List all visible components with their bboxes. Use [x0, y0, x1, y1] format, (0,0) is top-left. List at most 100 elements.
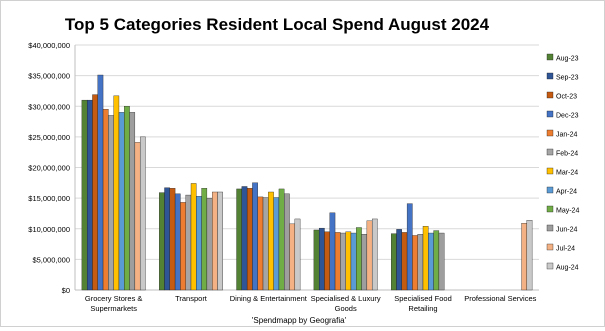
bar — [108, 115, 114, 291]
bar — [345, 231, 352, 291]
x-tick-label-line: Specialised Food — [394, 294, 452, 303]
bar — [329, 212, 336, 291]
bar — [246, 188, 253, 291]
y-tick-label: $30,000,000 — [28, 102, 70, 111]
y-tick-label: $0 — [62, 286, 70, 295]
bar — [196, 196, 202, 291]
legend-swatch — [546, 167, 554, 175]
bar — [169, 188, 176, 291]
legend: Aug-23 Sep-23 Oct-23 Dec-23 Jan-24 Feb-24 Mar-… — [546, 53, 579, 272]
legend-swatch — [546, 186, 554, 194]
y-tick-label: $15,000,000 — [28, 194, 70, 203]
legend-label: Sep-23 — [556, 75, 579, 82]
bar — [313, 229, 320, 291]
bar — [334, 232, 341, 291]
legend-swatch — [546, 129, 554, 137]
x-tick-label: Grocery Stores & Supermarkets — [85, 294, 143, 313]
x-axis-label: 'Spendmapp by Geografia' — [252, 316, 347, 325]
legend-swatch — [546, 91, 554, 99]
bar — [124, 106, 130, 291]
bar — [164, 187, 170, 291]
bar — [174, 193, 181, 291]
bar — [139, 136, 146, 291]
chart-svg: Top 5 Categories Resident Local Spend Au… — [28, 15, 579, 325]
bar — [268, 191, 274, 291]
axis-layer: $0 $5,000,000 $10,000,000 $15,000,000 $20,00… — [28, 41, 539, 295]
bar — [366, 220, 373, 291]
bar — [278, 188, 285, 291]
bar — [118, 112, 125, 291]
bar — [257, 196, 264, 291]
x-tick-label: Professional Services — [464, 294, 536, 303]
bar — [262, 197, 269, 291]
bar — [350, 232, 357, 291]
bar — [241, 186, 248, 291]
bar — [92, 94, 98, 291]
bar — [81, 99, 88, 291]
legend-label: May-24 — [556, 208, 579, 215]
bar — [289, 223, 296, 291]
x-tick-label: Specialised & Luxury Goods — [311, 294, 381, 313]
legend-label: Apr-24 — [556, 189, 577, 196]
bar — [217, 191, 223, 291]
legend-swatch — [546, 72, 554, 80]
x-tick-label-line: Professional Services — [464, 294, 536, 303]
legend-swatch — [546, 224, 554, 232]
x-tick-label-line: Supermarkets — [90, 304, 137, 313]
bar — [428, 232, 434, 291]
bar — [521, 223, 528, 291]
x-tick-label-line: Transport — [175, 294, 208, 303]
legend-label: Jun-24 — [556, 227, 578, 234]
bar-layer — [81, 74, 533, 291]
bar — [284, 193, 290, 291]
legend-label: Jan-24 — [556, 132, 578, 139]
bar — [433, 230, 440, 291]
bar — [401, 232, 408, 291]
bar — [273, 197, 280, 291]
bar — [391, 233, 397, 291]
y-tick-label: $10,000,000 — [28, 225, 70, 234]
bar — [201, 188, 208, 291]
legend-swatch — [546, 243, 554, 251]
bar — [294, 218, 301, 291]
bar — [412, 235, 418, 291]
bar — [356, 227, 362, 291]
y-tick-label: $35,000,000 — [28, 72, 70, 81]
bar — [340, 232, 346, 291]
bar — [361, 234, 368, 291]
x-tick-label-line: Dining & Entertainment — [230, 294, 308, 303]
x-tick-label-line: Retailing — [408, 304, 437, 313]
bar — [134, 142, 141, 291]
y-tick-label: $40,000,000 — [28, 41, 70, 50]
bar — [371, 218, 378, 291]
legend-swatch — [546, 262, 554, 270]
y-tick-label: $25,000,000 — [28, 133, 70, 142]
x-tick-label-line: Goods — [335, 304, 357, 313]
x-tick-label-line: Grocery Stores & — [85, 294, 143, 303]
x-tick-label: Dining & Entertainment — [230, 294, 308, 303]
x-tick-label-line: Specialised & Luxury — [311, 294, 381, 303]
bar — [526, 220, 533, 291]
x-tick-label: Specialised Food Retailing — [394, 294, 452, 313]
legend-swatch — [546, 110, 554, 118]
bar — [318, 227, 325, 291]
bar — [396, 229, 402, 291]
bar — [406, 203, 413, 291]
chart-title: Top 5 Categories Resident Local Spend Au… — [65, 15, 490, 34]
bar — [324, 231, 330, 291]
bar — [206, 197, 213, 291]
legend-label: Jul-24 — [556, 246, 575, 253]
bar — [212, 191, 218, 291]
legend-label: Oct-23 — [556, 94, 577, 101]
legend-label: Aug-24 — [556, 265, 579, 272]
legend-label: Mar-24 — [556, 170, 578, 177]
y-tick-label: $5,000,000 — [32, 255, 70, 264]
bar — [97, 74, 104, 291]
legend-label: Feb-24 — [556, 151, 578, 158]
bar — [180, 202, 186, 291]
bar — [252, 182, 258, 291]
legend-label: Dec-23 — [556, 113, 579, 120]
y-tick-label: $20,000,000 — [28, 164, 70, 173]
bar — [417, 234, 424, 291]
